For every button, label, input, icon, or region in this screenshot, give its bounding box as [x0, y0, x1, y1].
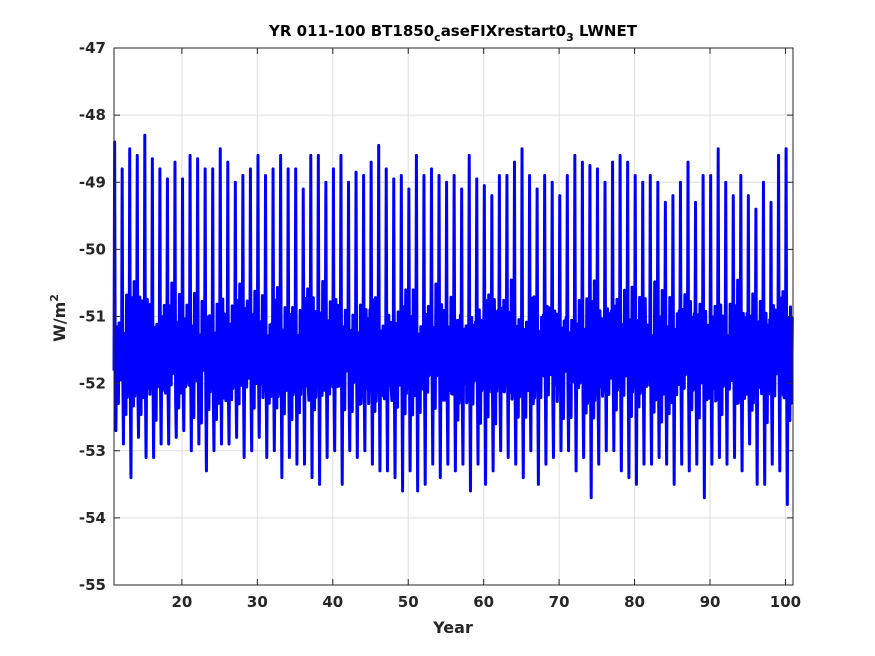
x-tick-label: 90	[700, 593, 721, 611]
x-tick-label: 100	[770, 593, 801, 611]
x-tick-label: 30	[247, 593, 268, 611]
y-tick-label: -50	[79, 240, 106, 258]
series-line	[112, 133, 794, 506]
x-tick-label: 20	[171, 593, 192, 611]
x-tick-label: 70	[549, 593, 570, 611]
y-axis-label: W/m2	[48, 294, 69, 342]
ticks	[114, 47, 793, 586]
chart-title: YR 011-100 BT1850caseFIXrestart03 LWNET	[268, 22, 638, 44]
y-tick-label: -49	[79, 173, 106, 191]
y-tick-label: -53	[79, 442, 106, 460]
y-tick-label: -52	[79, 375, 106, 393]
x-axis-label: Year	[432, 618, 473, 637]
y-tick-label: -51	[79, 308, 106, 326]
y-tick-label: -48	[79, 106, 106, 124]
y-tick-label: -55	[79, 576, 106, 594]
series-layer	[112, 133, 794, 506]
x-tick-label: 60	[473, 593, 494, 611]
y-tick-label: -54	[79, 509, 106, 527]
x-tick-label: 50	[398, 593, 419, 611]
x-tick-label: 40	[322, 593, 343, 611]
y-tick-label: -47	[79, 39, 106, 57]
tick-labels: 20 30 40 50 60 70 80 90 100 -55 -54 -53 -52 -51 -50 -49…	[79, 39, 801, 611]
x-tick-label: 80	[624, 593, 645, 611]
